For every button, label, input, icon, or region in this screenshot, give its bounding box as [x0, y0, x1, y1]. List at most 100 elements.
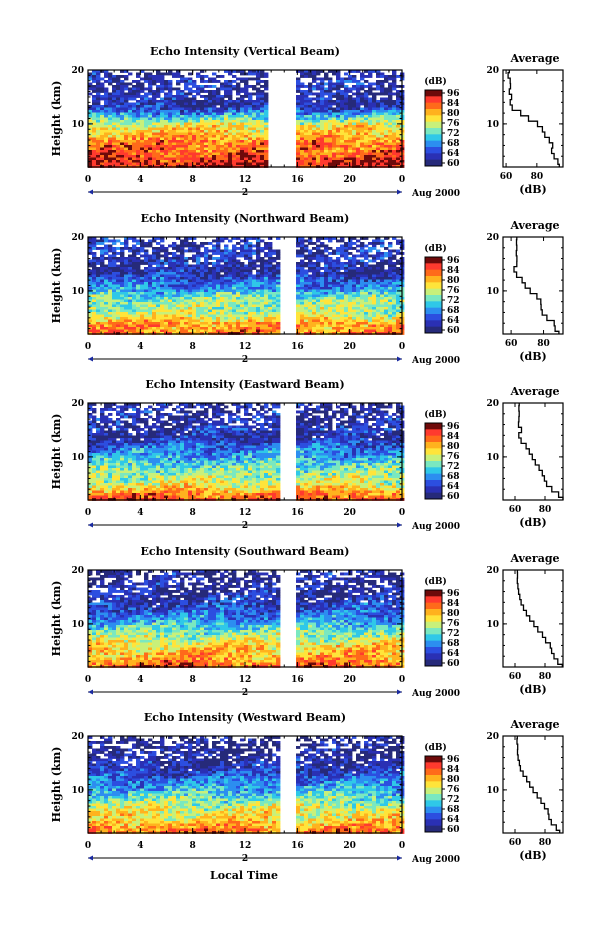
heatmap-cell — [316, 279, 321, 283]
heatmap-cell — [156, 249, 161, 253]
heatmap-cell — [192, 237, 197, 240]
heatmap-cell — [392, 142, 397, 146]
heatmap-cell — [160, 97, 165, 101]
heatmap-cell — [320, 162, 325, 166]
heatmap-cell — [348, 142, 353, 146]
heatmap-cell — [248, 267, 253, 270]
heatmap-cell — [380, 279, 385, 283]
heatmap-cell — [204, 267, 209, 270]
heatmap-cell — [120, 120, 125, 123]
heatmap-cell — [372, 304, 377, 308]
heatmap-cell — [156, 135, 161, 138]
heatmap-cell — [196, 90, 201, 93]
heatmap-cell — [220, 142, 225, 146]
heatmap-cell — [340, 100, 345, 103]
heatmap-cell — [196, 279, 201, 283]
heatmap-cell — [320, 309, 325, 313]
heatmap-cell — [168, 269, 173, 273]
heatmap-cell — [220, 312, 225, 315]
heatmap-cell — [276, 262, 281, 265]
heatmap-cell — [368, 277, 373, 280]
heatmap-cell — [352, 75, 357, 78]
heatmap-cell — [208, 145, 213, 148]
heatmap-cell — [200, 282, 205, 285]
heatmap-cell — [192, 309, 197, 313]
heatmap-cell — [208, 105, 213, 108]
heatmap-cell — [264, 287, 269, 290]
heatmap-cell — [100, 297, 105, 300]
heatmap-cell — [368, 264, 373, 268]
heatmap-cell — [116, 130, 121, 133]
colorbar-swatch — [425, 115, 442, 123]
heatmap-cell — [96, 319, 101, 323]
heatmap-cell — [180, 97, 185, 101]
heatmap-cell — [272, 279, 277, 283]
heatmap-cell — [92, 77, 97, 81]
heatmap-cell — [200, 160, 205, 163]
heatmap-cell — [204, 314, 209, 318]
heatmap-cell — [372, 264, 377, 268]
heatmap-cell — [244, 249, 249, 253]
heatmap-cell — [224, 80, 229, 83]
colorbar-swatch — [425, 96, 442, 104]
heatmap-cell — [336, 304, 341, 308]
heatmap-cell — [96, 309, 101, 313]
heatmap-cell — [156, 132, 161, 136]
heatmap-cell — [348, 314, 353, 318]
heatmap-cell — [96, 242, 101, 245]
heatmap-cell — [116, 294, 121, 298]
heatmap-cell — [120, 100, 125, 103]
heatmap-cell — [184, 95, 189, 98]
heatmap-cell — [256, 130, 261, 133]
heatmap-cell — [372, 120, 377, 123]
heatmap-cell — [256, 137, 261, 141]
heatmap-cell — [152, 274, 157, 278]
heatmap-cell — [296, 87, 301, 91]
heatmap-cell — [168, 257, 173, 260]
heatmap-cell — [204, 309, 209, 313]
heatmap-cell — [180, 317, 185, 320]
heatmap-cell — [392, 282, 397, 285]
heatmap-cell — [184, 157, 189, 161]
heatmap-cell — [224, 100, 229, 103]
heatmap-cell — [156, 155, 161, 158]
heatmap-cell — [368, 70, 373, 73]
heatmap-cell — [220, 127, 225, 131]
heatmap-cell — [184, 282, 189, 285]
heatmap-cell — [176, 90, 181, 93]
heatmap-cell — [152, 289, 157, 293]
heatmap-cell — [384, 252, 389, 255]
heatmap-cell — [160, 269, 165, 273]
heatmap-cell — [336, 92, 341, 96]
heatmap-cell — [300, 70, 305, 73]
heatmap-cell — [296, 102, 301, 106]
heatmap-cell — [356, 125, 361, 128]
heatmap-cell — [396, 262, 401, 265]
heatmap-cell — [268, 274, 273, 278]
heatmap-cell — [376, 125, 381, 128]
heatmap-cell — [372, 287, 377, 290]
heatmap-cell — [308, 72, 313, 76]
heatmap-cell — [264, 100, 269, 103]
heatmap-cell — [388, 82, 393, 86]
heatmap-cell — [296, 279, 301, 283]
heatmap-cell — [316, 117, 321, 121]
heatmap-cell — [108, 254, 113, 258]
heatmap-cell — [372, 135, 377, 138]
heatmap-cell — [156, 107, 161, 111]
heatmap-cell — [236, 312, 241, 315]
heatmap-cell — [324, 105, 329, 108]
heatmap-cell — [260, 107, 265, 111]
heatmap-cell — [228, 272, 233, 275]
heatmap-cell — [108, 97, 113, 101]
heatmap-cell — [308, 279, 313, 283]
heatmap-cell — [176, 267, 181, 270]
heatmap-cell — [164, 319, 169, 323]
heatmap-cell — [224, 152, 229, 156]
heatmap-cell — [324, 297, 329, 300]
heatmap-cell — [360, 120, 365, 123]
heatmap-cell — [92, 147, 97, 151]
heatmap-cell — [252, 140, 257, 143]
heatmap-cell — [392, 72, 397, 76]
heatmap-cell — [172, 264, 177, 268]
